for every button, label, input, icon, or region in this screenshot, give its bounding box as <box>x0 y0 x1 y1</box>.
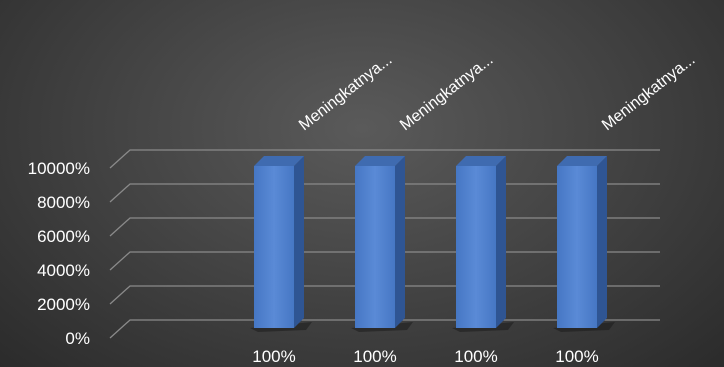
y-tick-label: 2000% <box>37 295 90 314</box>
data-label: Meningkatnya... <box>397 51 496 134</box>
bar-top <box>456 156 506 166</box>
bar-front <box>355 166 395 328</box>
x-tick-label: 100% <box>353 347 396 366</box>
bar-side <box>597 156 607 328</box>
y-tick-label: 8000% <box>37 193 90 212</box>
y-tick-label: 4000% <box>37 261 90 280</box>
bar-side <box>294 156 304 328</box>
y-tick-label: 10000% <box>28 159 90 178</box>
y-tick-label: 0% <box>65 329 90 348</box>
y-axis-ticks: 0% 2000% 4000% 6000% 8000% 10000% <box>28 159 90 348</box>
bar-side <box>395 156 405 328</box>
bar <box>254 156 304 328</box>
bar <box>355 156 405 328</box>
gridline <box>109 149 660 169</box>
y-tick-label: 6000% <box>37 227 90 246</box>
bar <box>557 156 607 328</box>
x-tick-label: 100% <box>252 347 295 366</box>
data-label: Meningkatnya... <box>599 51 698 134</box>
bar-front <box>254 166 294 328</box>
bar-top <box>557 156 607 166</box>
bar-front <box>557 166 597 328</box>
bar-side <box>496 156 506 328</box>
bar-top <box>355 156 405 166</box>
bar <box>456 156 506 328</box>
bars <box>254 156 607 328</box>
bar-top <box>254 156 304 166</box>
bar-front <box>456 166 496 328</box>
series-labels: Meningkatnya... Meningkatnya... Meningkatn… <box>296 51 698 134</box>
x-tick-label: 100% <box>454 347 497 366</box>
x-axis-labels: 100% 100% 100% 100% <box>252 347 598 366</box>
data-label: Meningkatnya... <box>296 51 395 134</box>
x-tick-label: 100% <box>555 347 598 366</box>
